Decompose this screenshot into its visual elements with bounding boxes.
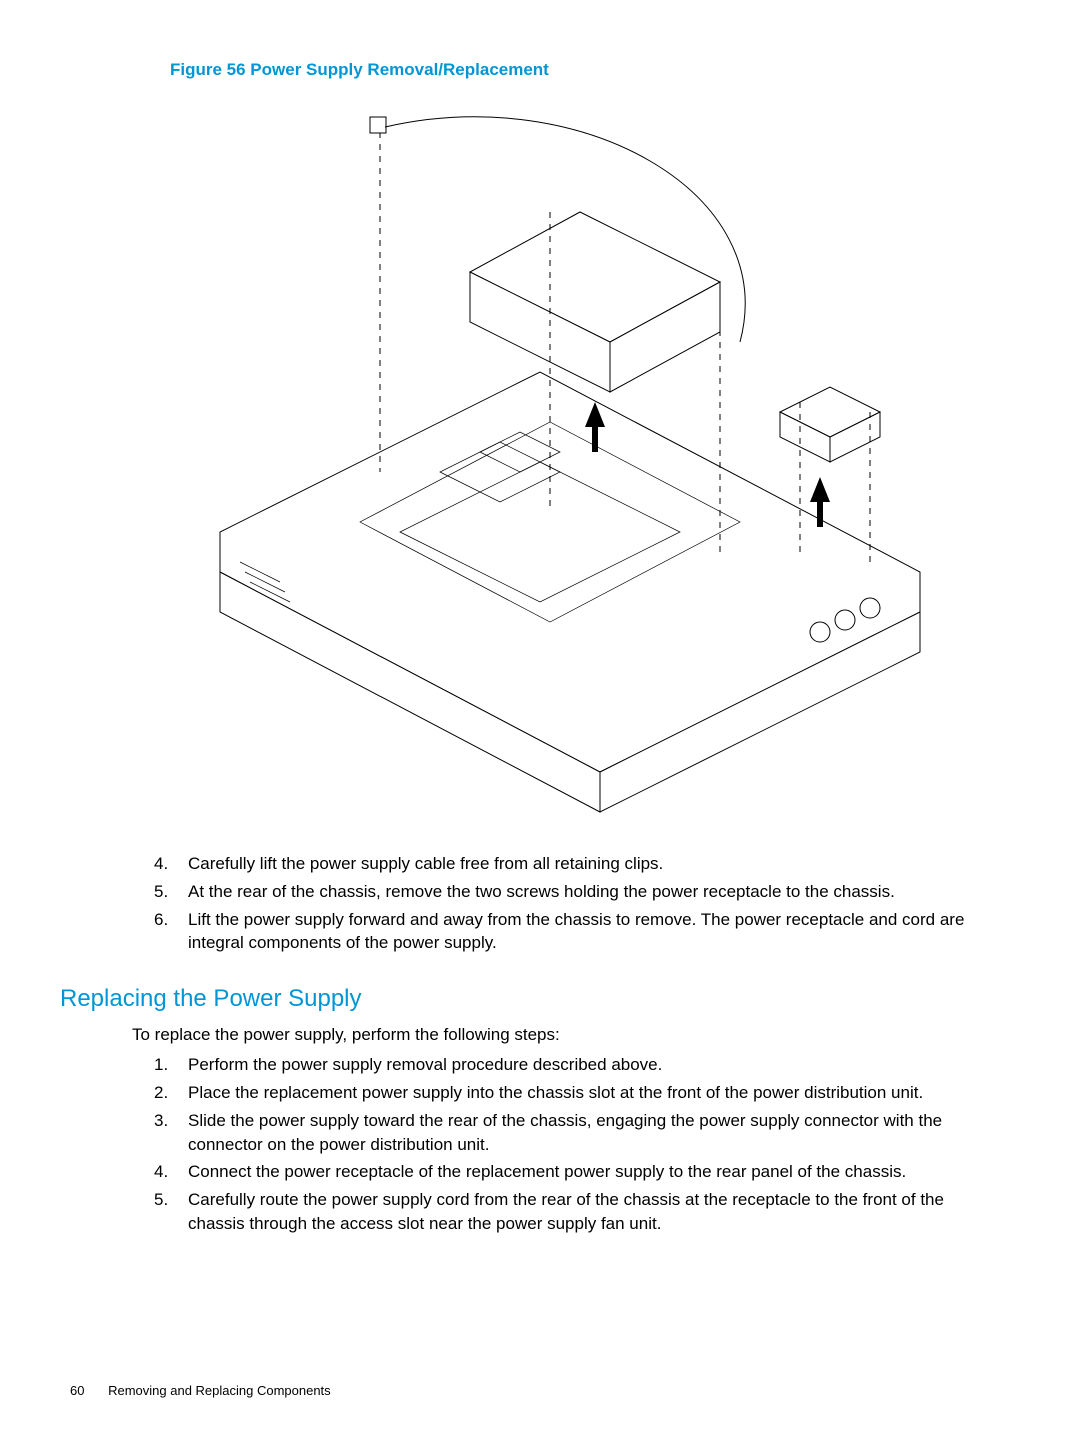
step-text: Slide the power supply toward the rear o… <box>188 1109 1010 1157</box>
step-text: Connect the power receptacle of the repl… <box>188 1160 1010 1184</box>
exploded-view-illustration <box>180 92 940 822</box>
step-number: 6. <box>150 908 188 956</box>
list-item: 4. Carefully lift the power supply cable… <box>150 852 1010 876</box>
figure-caption: Figure 56 Power Supply Removal/Replaceme… <box>170 60 1010 80</box>
step-text: At the rear of the chassis, remove the t… <box>188 880 1010 904</box>
list-item: 2. Place the replacement power supply in… <box>150 1081 1010 1105</box>
figure-diagram <box>180 92 940 822</box>
step-number: 2. <box>150 1081 188 1105</box>
removal-steps-list: 4. Carefully lift the power supply cable… <box>150 852 1010 955</box>
step-text: Perform the power supply removal procedu… <box>188 1053 1010 1077</box>
step-text: Carefully lift the power supply cable fr… <box>188 852 1010 876</box>
list-item: 1. Perform the power supply removal proc… <box>150 1053 1010 1077</box>
list-item: 5. At the rear of the chassis, remove th… <box>150 880 1010 904</box>
document-page: Figure 56 Power Supply Removal/Replaceme… <box>0 0 1080 1438</box>
page-number: 60 <box>70 1383 84 1398</box>
step-number: 5. <box>150 1188 188 1236</box>
section-intro: To replace the power supply, perform the… <box>132 1025 1010 1045</box>
section-heading: Replacing the Power Supply <box>60 985 1010 1013</box>
step-text: Place the replacement power supply into … <box>188 1081 1010 1105</box>
list-item: 6. Lift the power supply forward and awa… <box>150 908 1010 956</box>
step-number: 1. <box>150 1053 188 1077</box>
step-number: 3. <box>150 1109 188 1157</box>
footer-section-title: Removing and Replacing Components <box>108 1383 331 1398</box>
step-number: 4. <box>150 1160 188 1184</box>
page-footer: 60 Removing and Replacing Components <box>70 1383 331 1398</box>
list-item: 4. Connect the power receptacle of the r… <box>150 1160 1010 1184</box>
step-text: Carefully route the power supply cord fr… <box>188 1188 1010 1236</box>
list-item: 5. Carefully route the power supply cord… <box>150 1188 1010 1236</box>
step-number: 5. <box>150 880 188 904</box>
step-text: Lift the power supply forward and away f… <box>188 908 1010 956</box>
list-item: 3. Slide the power supply toward the rea… <box>150 1109 1010 1157</box>
replace-steps-list: 1. Perform the power supply removal proc… <box>150 1053 1010 1236</box>
step-number: 4. <box>150 852 188 876</box>
